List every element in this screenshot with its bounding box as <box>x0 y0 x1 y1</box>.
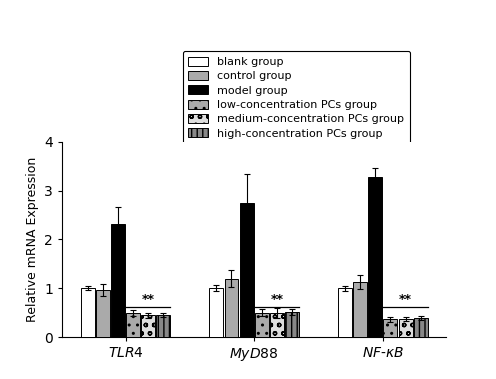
Bar <box>141 315 155 337</box>
Bar <box>209 288 223 337</box>
Text: **: ** <box>270 293 283 307</box>
Bar <box>111 224 125 337</box>
Bar <box>225 279 239 337</box>
Bar <box>353 282 367 337</box>
Bar <box>270 313 284 337</box>
Bar <box>96 290 110 337</box>
Bar <box>414 318 428 337</box>
Text: **: ** <box>142 293 155 307</box>
Bar <box>369 177 382 337</box>
Bar <box>285 312 299 337</box>
Bar <box>399 319 413 337</box>
Legend: blank group, control group, model group, low-concentration PCs group, medium-con: blank group, control group, model group,… <box>183 51 410 144</box>
Text: **: ** <box>399 293 412 307</box>
Bar <box>255 313 269 337</box>
Y-axis label: Relative mRNA Expression: Relative mRNA Expression <box>25 157 39 322</box>
Bar <box>383 319 397 337</box>
Bar <box>240 203 253 337</box>
Bar <box>338 288 352 337</box>
Bar <box>126 313 140 337</box>
Bar <box>81 288 95 337</box>
Bar <box>156 315 170 337</box>
